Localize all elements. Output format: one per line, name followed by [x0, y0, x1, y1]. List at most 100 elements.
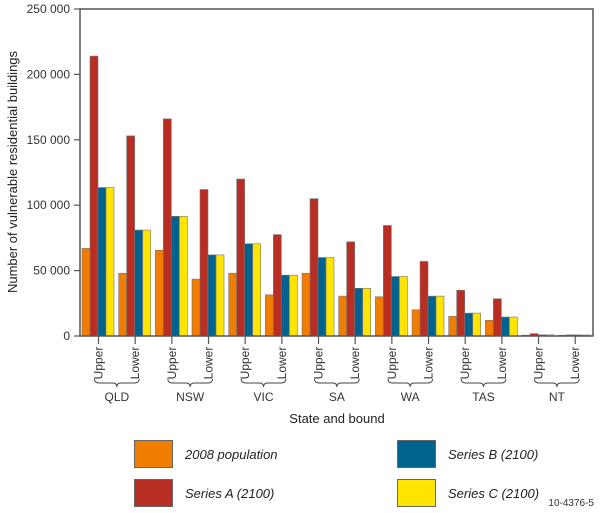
- x-tick-label-bound: Upper: [532, 347, 546, 380]
- bar-series-b-2100: [317, 257, 327, 337]
- bar-series-a-2100: [163, 118, 172, 337]
- bar-2008-population: [338, 295, 347, 337]
- bar-series-a-2100: [346, 241, 355, 337]
- bar-series-a-2100: [199, 189, 209, 337]
- bar-series-a-2100: [456, 289, 466, 337]
- bar-2008-population: [448, 316, 458, 337]
- plot-frame: [79, 8, 594, 337]
- y-tick-label: 50 000: [33, 264, 70, 278]
- bar-group: [375, 225, 408, 337]
- group-brace: [534, 378, 580, 388]
- bar-series-b-2100: [244, 243, 253, 337]
- bar-series-a-2100: [309, 198, 319, 337]
- bar-2008-population: [265, 294, 274, 337]
- x-axis: Upper Lower Upper Lower Upper Lower Upper Lower…: [92, 336, 582, 404]
- x-tick-label-bound: Upper: [458, 347, 472, 380]
- y-tick-label: 0: [63, 329, 70, 343]
- bar-group: [155, 118, 188, 337]
- bar-series-b-2100: [97, 187, 107, 337]
- bar-series-c-2100: [435, 295, 445, 337]
- x-tick-label-bound: Upper: [238, 347, 252, 380]
- bars-layer: [81, 55, 592, 337]
- group-brace: [167, 378, 214, 388]
- bar-2008-population: [375, 296, 384, 337]
- x-axis-title: State and bound: [289, 411, 384, 426]
- bar-2008-population: [301, 272, 311, 337]
- bar-series-a-2100: [89, 55, 99, 337]
- group-brace: [240, 378, 287, 388]
- bar-group: [485, 298, 518, 337]
- x-tick-label-bound: Lower: [422, 347, 436, 380]
- x-tick-label-bound: Upper: [312, 347, 326, 380]
- y-axis-title: Number of vulnerable residential buildin…: [5, 50, 20, 293]
- x-group-label: SA: [329, 390, 345, 404]
- bar-group: [301, 198, 335, 337]
- bar-series-b-2100: [171, 216, 180, 337]
- x-group-label: QLD: [104, 390, 129, 404]
- bar-2008-population: [485, 320, 494, 337]
- x-group-label: TAS: [472, 390, 494, 404]
- y-tick-label: 250 000: [27, 2, 71, 16]
- bar-series-a-2100: [126, 135, 135, 337]
- bar-2008-population: [155, 250, 164, 337]
- bar-series-c-2100: [142, 229, 151, 337]
- bar-series-b-2100: [134, 229, 143, 337]
- bar-2008-population: [411, 309, 421, 337]
- x-tick-label-bound: Lower: [495, 347, 509, 380]
- bar-group: [448, 289, 482, 337]
- bar-group: [228, 178, 261, 337]
- bar-series-c-2100: [325, 257, 335, 337]
- x-tick-label-bound: Lower: [568, 347, 582, 380]
- x-tick-label-bound: Lower: [202, 347, 216, 380]
- bar-2008-population: [228, 272, 237, 337]
- bar-series-a-2100: [236, 178, 245, 337]
- group-brace: [460, 378, 507, 388]
- x-group-label: VIC: [254, 390, 274, 404]
- y-tick-label: 150 000: [27, 133, 71, 147]
- x-tick-label-bound: Lower: [348, 347, 362, 380]
- bar-series-a-2100: [419, 261, 429, 337]
- group-brace: [94, 378, 140, 388]
- x-group-label: WA: [401, 390, 420, 404]
- bar-2008-population: [81, 248, 91, 337]
- bar-series-a-2100: [383, 225, 392, 337]
- x-group-label: NT: [549, 390, 566, 404]
- bar-series-c-2100: [362, 287, 371, 337]
- bar-group: [338, 241, 371, 337]
- bar-series-b-2100: [391, 276, 400, 337]
- y-tick-label: 200 000: [27, 67, 71, 81]
- bar-series-c-2100: [105, 187, 115, 337]
- bar-series-b-2100: [281, 274, 290, 337]
- x-tick-label-bound: Lower: [128, 347, 142, 380]
- bar-series-c-2100: [215, 254, 225, 337]
- bar-group: [118, 135, 151, 337]
- bar-series-b-2100: [501, 316, 510, 337]
- bar-group: [265, 234, 298, 337]
- x-tick-label-bound: Upper: [385, 347, 399, 380]
- bar-series-b-2100: [427, 295, 437, 337]
- bar-series-c-2100: [472, 312, 482, 337]
- x-tick-label-bound: Upper: [165, 347, 179, 380]
- bar-series-b-2100: [354, 287, 363, 337]
- bar-series-a-2100: [493, 298, 502, 337]
- y-tick-label: 100 000: [27, 198, 71, 212]
- x-tick-label-bound: Lower: [275, 347, 289, 380]
- bar-series-c-2100: [289, 274, 298, 337]
- bar-series-b-2100: [207, 254, 217, 337]
- bar-group: [411, 261, 445, 337]
- x-group-label: NSW: [176, 390, 205, 404]
- x-tick-label-bound: Upper: [92, 347, 106, 380]
- bar-series-c-2100: [399, 276, 408, 337]
- bar-2008-population: [118, 272, 127, 337]
- bar-group: [81, 55, 115, 337]
- bar-series-c-2100: [252, 243, 261, 337]
- group-brace: [387, 378, 434, 388]
- bar-series-a-2100: [273, 234, 282, 337]
- bar-series-c-2100: [509, 316, 518, 337]
- bar-series-b-2100: [464, 312, 474, 337]
- y-axis: 0 50 000 100 000 150 000 200 000 250 000: [27, 2, 80, 343]
- bar-series-c-2100: [179, 216, 188, 337]
- bar-2008-population: [191, 278, 201, 337]
- bar-group: [191, 189, 225, 337]
